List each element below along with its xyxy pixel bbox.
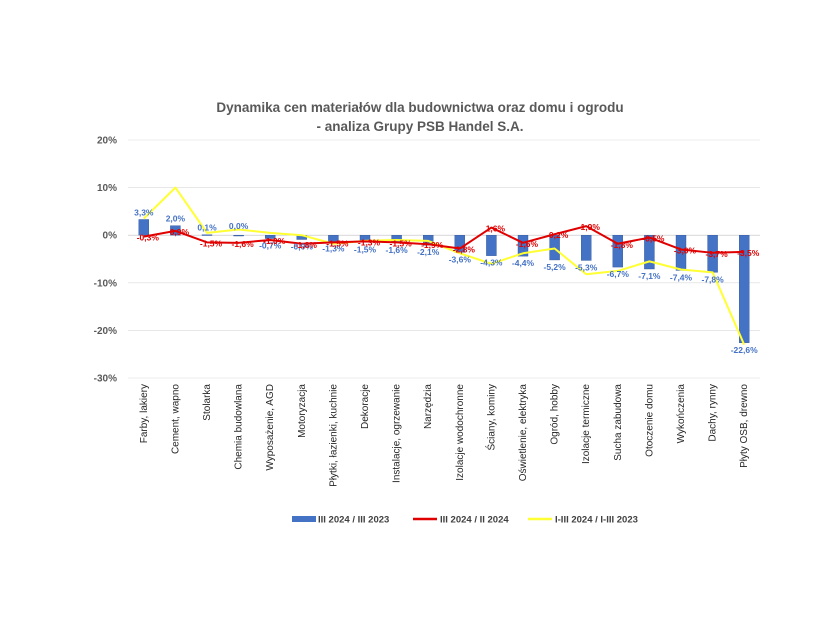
bar-data-label: 0,1% — [197, 223, 217, 233]
y-tick-label: -20% — [94, 326, 117, 337]
line-data-label: 0,2% — [549, 230, 569, 240]
bar-data-label: -1,5% — [354, 244, 377, 254]
x-tick-label: Chemia budowlana — [234, 384, 245, 470]
line-data-label: -2,8% — [453, 245, 476, 255]
line-data-label: -1,6% — [516, 239, 539, 249]
x-tick-label: Motoryzacja — [297, 384, 308, 438]
legend-label-bar: III 2024 / III 2023 — [318, 515, 389, 526]
bar-data-label: 3,3% — [134, 207, 154, 217]
legend: III 2024 / III 2023 III 2024 / II 2024 I-I… — [292, 515, 638, 526]
line-data-label: -1,8% — [295, 240, 318, 250]
bar-data-label: -7,8% — [701, 274, 724, 284]
bar — [233, 234, 244, 237]
line-series — [143, 186, 746, 346]
line-data-label: -3,0% — [674, 245, 697, 255]
bar-data-label: -0,7% — [259, 241, 282, 251]
x-tick-label: Ogród, hobby — [550, 384, 561, 445]
bar-data-label: -4,4% — [512, 258, 535, 268]
line-data-label: -1,5% — [200, 238, 223, 248]
bar-data-label: -22,6% — [731, 345, 758, 355]
line-data-label: -1,9% — [421, 240, 444, 250]
x-tick-label: Otoczenie domu — [644, 384, 655, 457]
bar-data-label: -5,2% — [543, 262, 566, 272]
bar — [265, 234, 276, 239]
chart-title-line2: - analiza Grupy PSB Handel S.A. — [316, 119, 523, 134]
x-tick-label: Wykończenia — [676, 384, 687, 444]
x-tick-label: Izolacje wodochronne — [455, 384, 466, 481]
x-tick-label: Narzędzia — [423, 384, 434, 429]
chart-title-line1: Dynamika cen materiałów dla budownictwa … — [216, 100, 623, 115]
line-data-label: -0,3% — [137, 233, 160, 243]
y-tick-label: -10% — [94, 278, 117, 289]
line-data-label: -3,7% — [705, 249, 728, 259]
bar-data-label: -6,7% — [607, 269, 630, 279]
x-tick-label: Płytki, łazienki, kuchnie — [328, 384, 339, 487]
bar-data-label: 0,0% — [229, 221, 249, 231]
line-data-label: -3,5% — [737, 248, 760, 258]
x-tick-label: Dekoracje — [360, 384, 371, 429]
line-data-label: 0,9% — [170, 227, 190, 237]
line-data-label: 1,9% — [581, 222, 601, 232]
x-tick-label: Płyty OSB, drewno — [739, 384, 750, 468]
bar — [517, 234, 529, 257]
line-data-label: -1,5% — [389, 238, 412, 248]
x-tick-label: Cement, wapno — [170, 384, 181, 454]
bar-data-label: -5,3% — [575, 262, 598, 272]
legend-label-yellow: I-III 2024 / I-III 2023 — [555, 515, 638, 526]
x-tick-label: Instalacje, ogrzewanie — [392, 384, 403, 483]
x-tick-label: Stolarka — [202, 384, 213, 421]
x-tick-label: Oświetlenie, elektryka — [518, 384, 529, 482]
bar — [486, 234, 497, 256]
line-data-label: 1,6% — [486, 224, 506, 234]
bar — [612, 234, 623, 268]
x-tick-label: Wyposażenie, AGD — [265, 384, 276, 471]
legend-swatch-bar — [292, 516, 316, 522]
y-tick-label: 20% — [97, 136, 117, 147]
bar-data-label: -7,4% — [670, 272, 693, 282]
y-tick-label: 10% — [97, 183, 117, 194]
data-labels: 3,3%2,0%0,1% 0,0%-0,7% -0,9% -1,3% -1,5% -1,6… — [134, 207, 760, 354]
bar-data-label: -2,1% — [417, 247, 440, 257]
y-tick-label: -30% — [94, 374, 117, 385]
bar-data-label: -0,9% — [291, 241, 314, 251]
x-tick-label: Sucha zabudowa — [613, 384, 624, 461]
line-data-label: -0,5% — [642, 234, 665, 244]
bar-data-label: 2,0% — [166, 214, 186, 224]
bar — [644, 234, 655, 270]
line-data-label: -1,8% — [611, 240, 634, 250]
x-tick-label: Ściany, kominy — [484, 384, 497, 451]
bar — [201, 234, 213, 236]
bar-series — [138, 219, 750, 343]
line-data-label: -1,0% — [263, 236, 286, 246]
bar-data-label: -4,3% — [480, 258, 503, 268]
bar-data-label: -1,3% — [322, 243, 345, 253]
x-tick-label: Izolacje termiczne — [581, 384, 592, 464]
x-tick-label: Dachy, rynny — [708, 384, 719, 442]
bar — [138, 219, 150, 236]
legend-label-red: III 2024 / II 2024 — [440, 515, 509, 526]
gridlines — [128, 139, 760, 379]
series-line-month-on-month — [143, 225, 745, 254]
y-tick-label: 0% — [103, 231, 118, 242]
y-axis-ticks: 20% 10% 0% -10% -20% -30% — [94, 136, 117, 385]
x-tick-label: Farby, lakiery — [139, 384, 150, 443]
bar — [581, 234, 592, 261]
bar-data-label: -3,6% — [449, 254, 472, 264]
line-data-label: -1,3% — [358, 237, 381, 247]
bar-data-label: -1,6% — [385, 245, 408, 255]
line-data-label: -1,5% — [326, 238, 349, 248]
line-data-label: -1,6% — [231, 239, 254, 249]
bar-data-label: -7,1% — [638, 271, 661, 281]
x-axis-ticks: Farby, lakiery Cement, wapno Stolarka Chemi… — [139, 384, 750, 487]
